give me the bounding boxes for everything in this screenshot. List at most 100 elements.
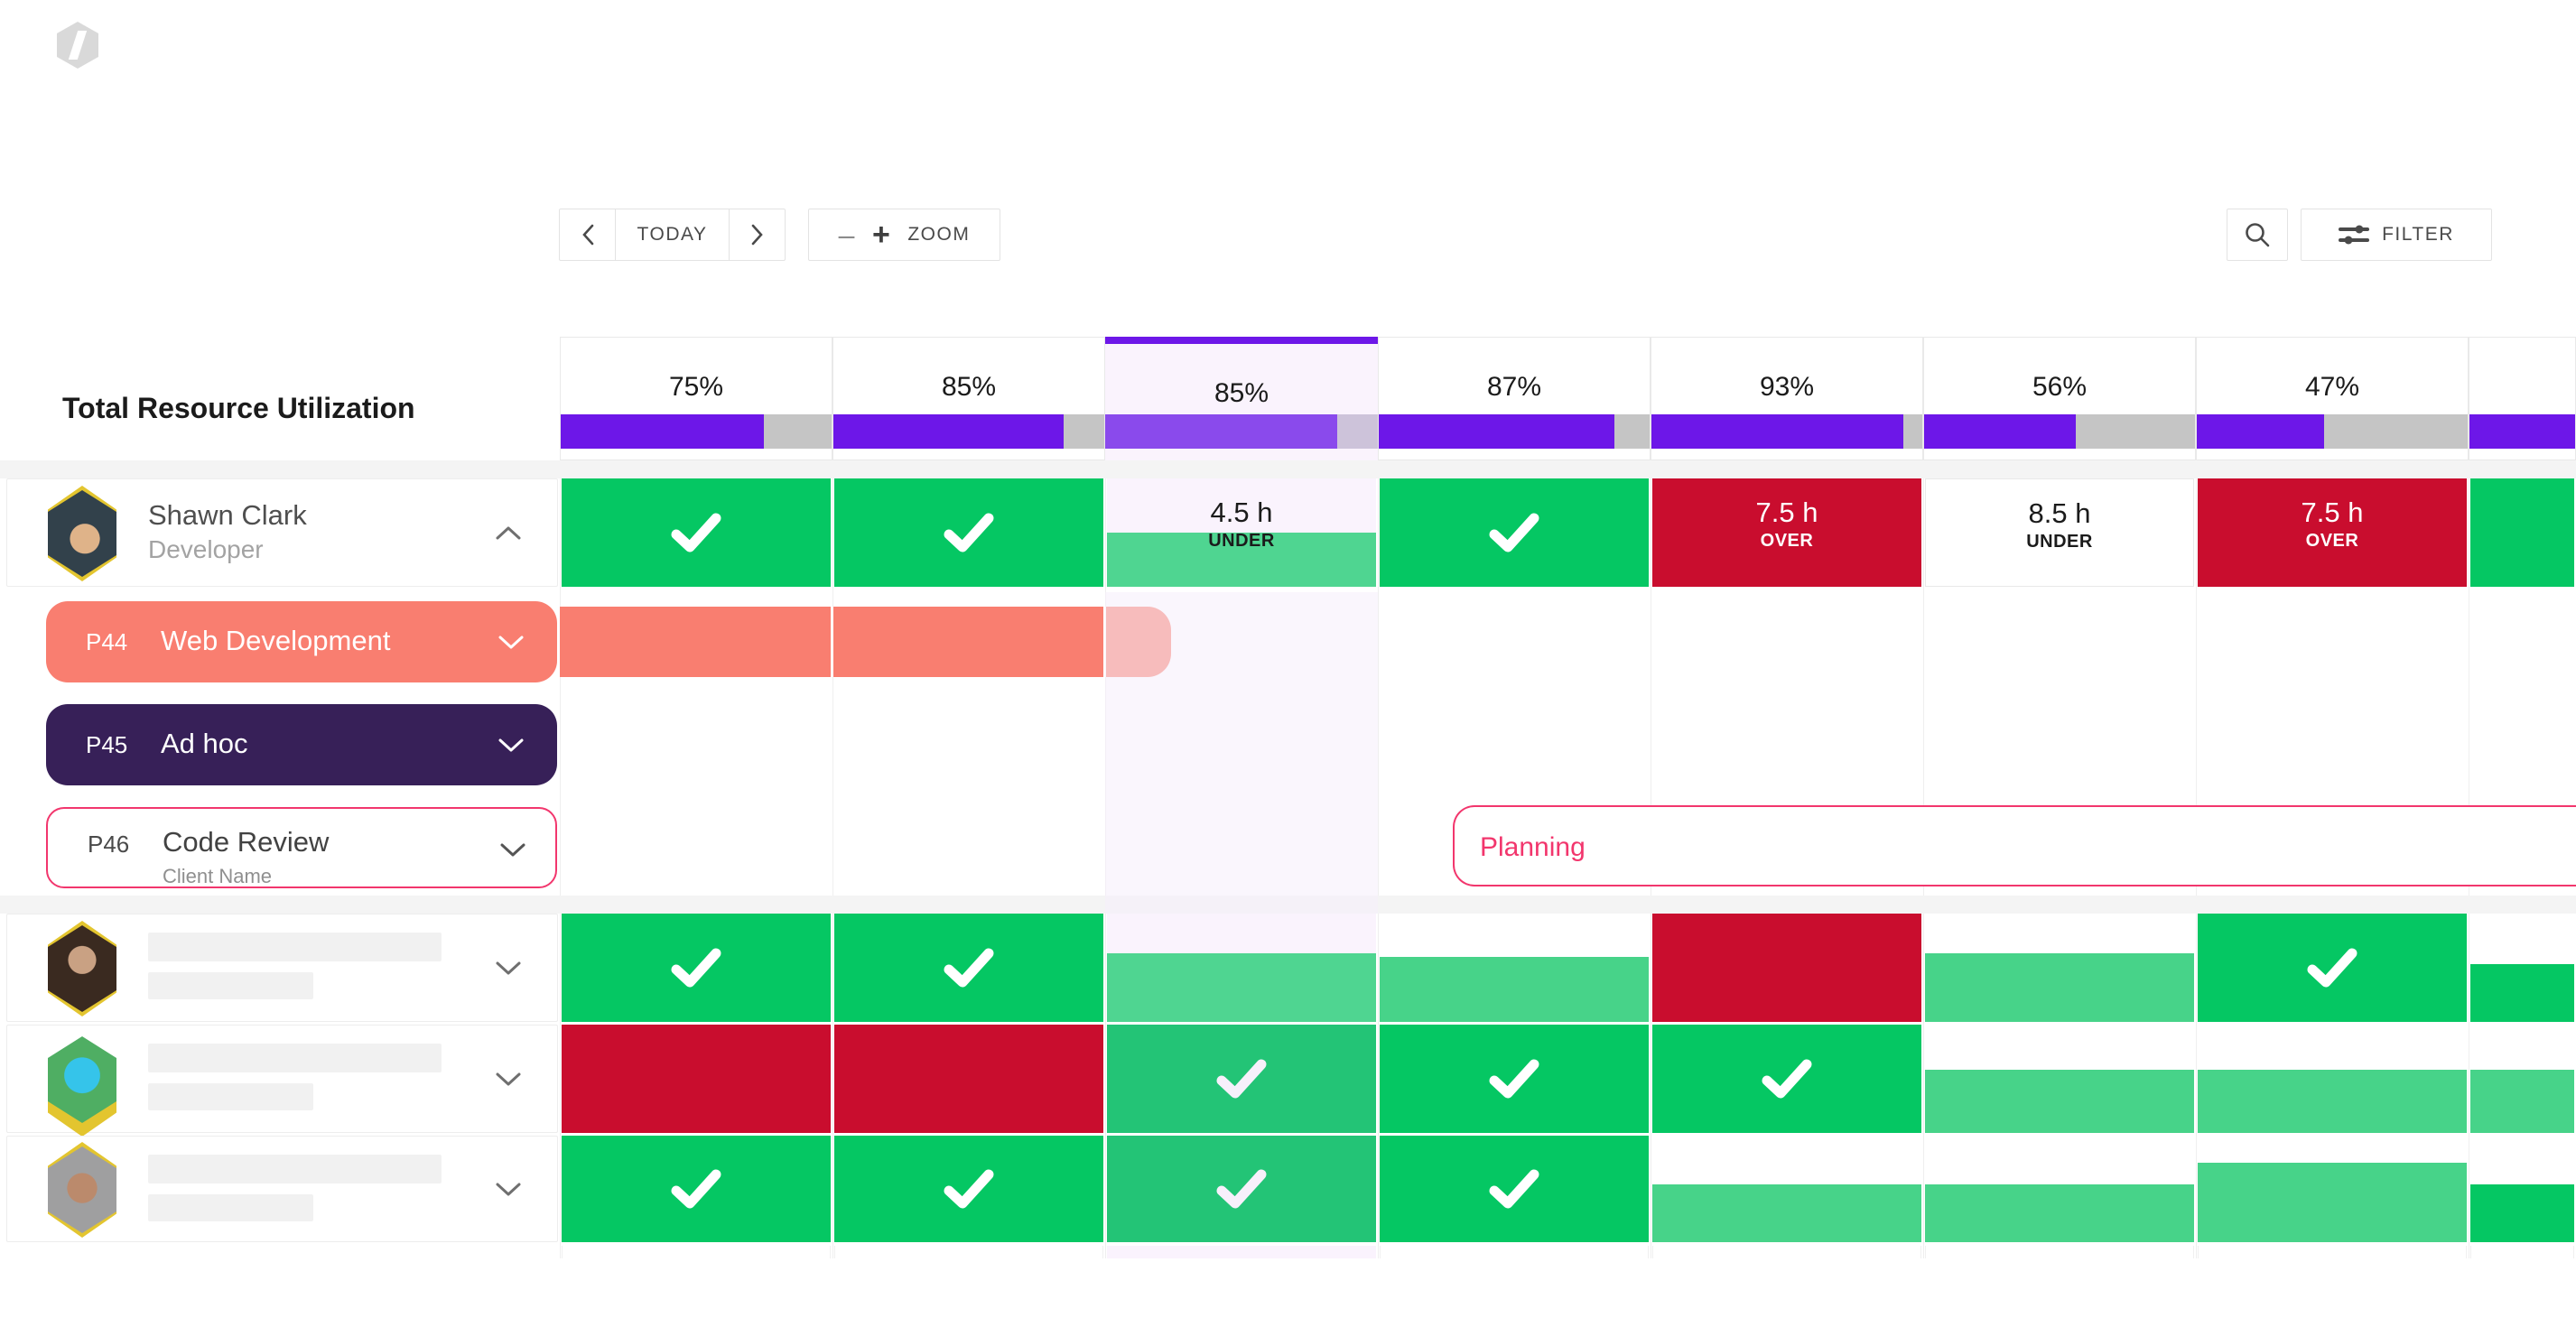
utilization-column-4[interactable]: 87% xyxy=(1378,337,1651,460)
person-row-1-card[interactable]: Shawn Clark Developer xyxy=(6,478,558,587)
person-row-1-allocation-cell[interactable] xyxy=(562,478,831,587)
today-button[interactable]: TODAY xyxy=(616,209,729,260)
check-icon xyxy=(671,513,721,552)
person-row-4-allocation-cell[interactable] xyxy=(2198,1136,2467,1242)
person-row-4-allocation-cell[interactable] xyxy=(834,1136,1103,1242)
person-row-3-allocation-cell[interactable] xyxy=(1380,1025,1649,1133)
person-row-1-allocation-cell[interactable] xyxy=(1380,478,1649,587)
utilization-percent-label: 85% xyxy=(1214,378,1269,408)
person-row-2-allocation-cell[interactable] xyxy=(562,914,831,1022)
person-row-3-allocation-cell[interactable] xyxy=(1107,1025,1376,1133)
project-P44-timeline-bar[interactable] xyxy=(560,607,1171,677)
person-row-3-allocation-cell[interactable] xyxy=(2470,1025,2574,1133)
person-row-3-allocation-cell[interactable] xyxy=(834,1025,1103,1133)
next-day-button[interactable] xyxy=(729,209,785,260)
nav-tab-projects[interactable]: Projects xyxy=(270,98,368,128)
utilization-column-8[interactable] xyxy=(2469,337,2576,460)
person-row-3-allocation-cell[interactable] xyxy=(2198,1025,2467,1133)
person-row-3-allocation-cell[interactable] xyxy=(1652,1025,1921,1133)
person-row-4-allocation-cell[interactable] xyxy=(2470,1136,2574,1242)
partial-allocation-bar xyxy=(2470,1070,2574,1133)
hours-value: 8.5 h xyxy=(2028,497,2091,529)
person-row-2-allocation-cell[interactable] xyxy=(2470,914,2574,1022)
person-row-2-allocation-cell[interactable] xyxy=(1652,914,1921,1022)
row-expand-toggle[interactable] xyxy=(495,1182,522,1197)
person-row-2-allocation-cell[interactable] xyxy=(834,914,1103,1022)
person-row-1-allocation-cell[interactable] xyxy=(2470,478,2574,587)
prev-day-button[interactable] xyxy=(560,209,616,260)
chevron-down-icon xyxy=(500,843,525,857)
project-card-P44[interactable]: P44 Web Development xyxy=(46,601,557,682)
project-expand-toggle[interactable] xyxy=(499,842,526,858)
partial-row-cell xyxy=(1107,1246,1376,1258)
utilization-column-3[interactable]: 85% xyxy=(1105,337,1378,460)
person-row-4-allocation-cell[interactable] xyxy=(1652,1136,1921,1242)
person-row-4-allocation-cell[interactable] xyxy=(1107,1136,1376,1242)
row-expand-toggle[interactable] xyxy=(495,961,522,976)
search-button[interactable] xyxy=(2227,209,2288,261)
project-code: P45 xyxy=(86,731,128,758)
utilization-bar-track xyxy=(1379,414,1650,449)
search-icon xyxy=(2246,223,2270,247)
person-row-4-card[interactable] xyxy=(6,1136,558,1242)
chevron-down-icon xyxy=(496,1072,521,1086)
utilization-column-1[interactable]: 75% xyxy=(560,337,832,460)
person-row-2-allocation-cell[interactable] xyxy=(2198,914,2467,1022)
tab-scheduling[interactable]: Scheduling xyxy=(900,31,1035,60)
person-row-1-allocation-cell[interactable]: 8.5 h UNDER xyxy=(1925,478,2194,587)
row-expand-toggle[interactable] xyxy=(495,525,522,541)
partial-row-cell xyxy=(1380,1246,1649,1258)
project-code: P46 xyxy=(88,831,130,858)
project-name: Web Development xyxy=(161,625,391,656)
utilization-percent-label: 93% xyxy=(1759,372,1815,402)
utilization-column-2[interactable]: 85% xyxy=(832,337,1105,460)
person-row-2-allocation-cell[interactable] xyxy=(1925,914,2194,1022)
person-row-1-allocation-cell[interactable]: 4.5 h UNDER xyxy=(1107,478,1376,587)
person-row-1-allocation-cell[interactable]: 7.5 h OVER xyxy=(1652,478,1921,587)
project-expand-toggle[interactable] xyxy=(498,635,525,650)
utilization-percent-label: 85% xyxy=(941,372,997,402)
check-icon xyxy=(671,948,721,988)
person-row-2-allocation-cell[interactable] xyxy=(1107,914,1376,1022)
project-card-P46[interactable]: P46 Code Review Client Name xyxy=(46,807,557,888)
utilization-bar-fill xyxy=(2197,414,2324,449)
utilization-bar-fill xyxy=(1924,414,2076,449)
project-card-P45[interactable]: P45 Ad hoc xyxy=(46,704,557,785)
utilization-column-7[interactable]: 47% xyxy=(2196,337,2469,460)
utilization-bar-fill xyxy=(561,414,764,449)
person-row-1-allocation-cell[interactable]: 7.5 h OVER xyxy=(2198,478,2467,587)
person-row-2-allocation-cell[interactable] xyxy=(1380,914,1649,1022)
filter-button[interactable]: FILTER xyxy=(2301,209,2492,261)
utilization-title: Total Resource Utilization xyxy=(62,392,415,424)
person-row-3-allocation-cell[interactable] xyxy=(562,1025,831,1133)
check-icon xyxy=(2307,948,2357,988)
partial-allocation-bar xyxy=(1652,1184,1921,1242)
person-row-4-allocation-cell[interactable] xyxy=(1380,1136,1649,1242)
sliders-icon xyxy=(2339,225,2370,245)
utilization-column-6[interactable]: 56% xyxy=(1923,337,2196,460)
utilization-column-5[interactable]: 93% xyxy=(1651,337,1923,460)
utilization-percent-label: 56% xyxy=(2032,372,2088,402)
person-row-3-card[interactable] xyxy=(6,1025,558,1137)
utilization-percent-label: 75% xyxy=(668,372,724,402)
filter-label: FILTER xyxy=(2382,224,2454,245)
partial-allocation-bar xyxy=(1107,953,1376,1022)
project-expand-toggle[interactable] xyxy=(498,738,525,753)
person-row-2-card[interactable] xyxy=(6,914,558,1022)
utilization-bar-track xyxy=(1924,414,2195,449)
person-row-4-allocation-cell[interactable] xyxy=(1925,1136,2194,1242)
partial-allocation-bar xyxy=(1107,533,1376,587)
check-icon xyxy=(1216,1059,1267,1099)
person-row-3-allocation-cell[interactable] xyxy=(1925,1025,2194,1133)
project-P46-planning-bar[interactable]: Planning xyxy=(1453,805,2576,886)
row-expand-toggle[interactable] xyxy=(495,1072,522,1087)
nav-tab-people[interactable]: People xyxy=(86,98,171,128)
check-icon xyxy=(944,1169,994,1209)
chevron-right-icon xyxy=(751,224,763,246)
column-separator xyxy=(560,337,561,1258)
person-row-4-allocation-cell[interactable] xyxy=(562,1136,831,1242)
check-icon xyxy=(1489,1059,1539,1099)
zoom-control: – + ZOOM xyxy=(808,209,1000,261)
person-row-1-allocation-cell[interactable] xyxy=(834,478,1103,587)
